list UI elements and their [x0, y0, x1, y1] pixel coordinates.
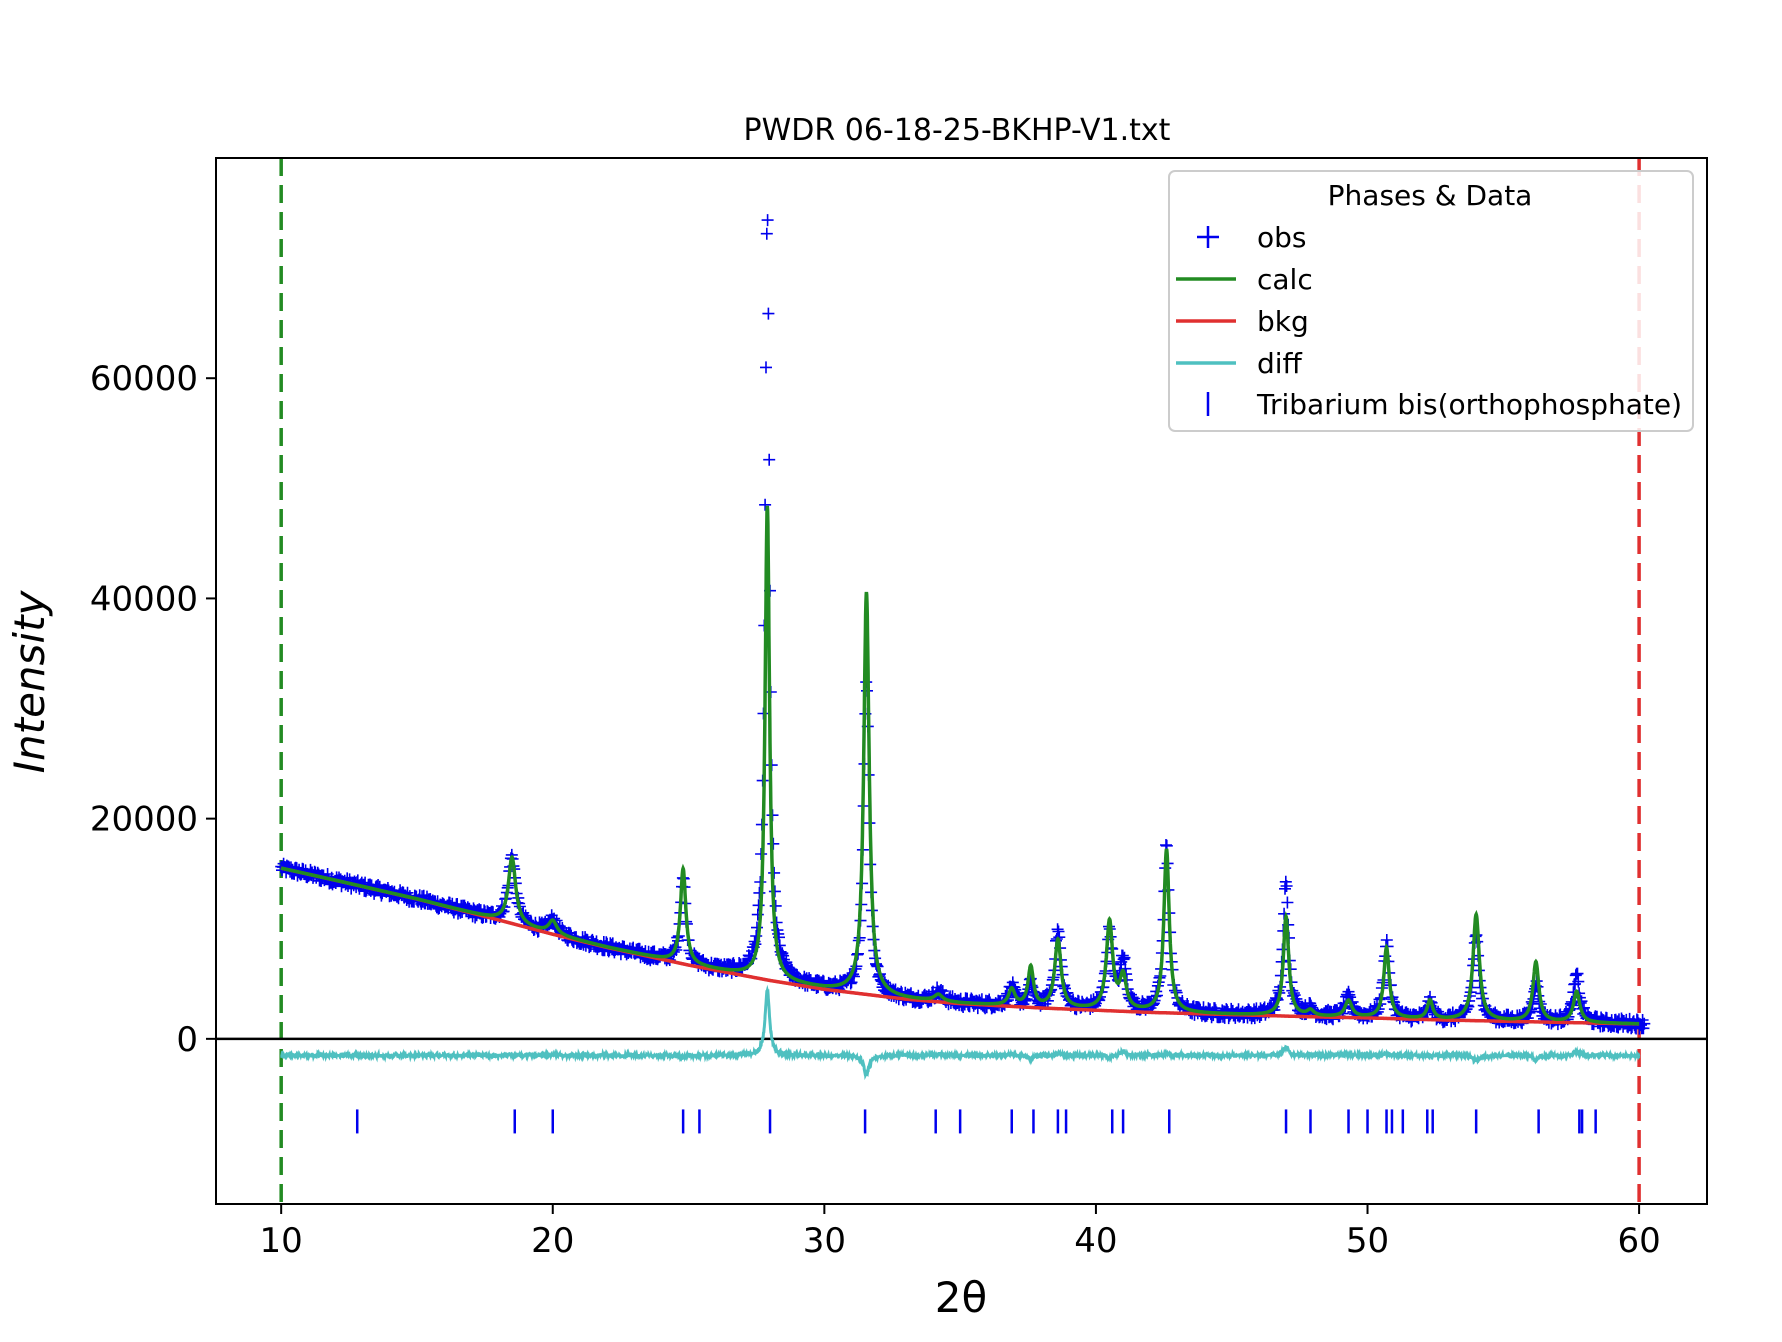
x-tick-label-5: 60	[1617, 1221, 1660, 1261]
legend-title: Phases & Data	[1328, 179, 1533, 212]
series-diff	[279, 984, 1641, 1081]
x-axis: 10 20 30 40 50 60	[260, 1204, 1661, 1261]
plot-content	[216, 158, 1707, 1204]
x-tick-label-0: 10	[260, 1221, 303, 1261]
legend-label-calc: calc	[1257, 263, 1313, 296]
legend-item-diff: diff	[1176, 347, 1303, 380]
y-tick-label-2: 40000	[90, 579, 198, 619]
legend-label-obs: obs	[1257, 221, 1307, 254]
legend-label-bkg: bkg	[1257, 305, 1309, 338]
legend-item-obs: obs	[1197, 221, 1307, 254]
legend-label-phase: Tribarium bis(orthophosphate)	[1256, 388, 1682, 421]
x-tick-label-3: 40	[1074, 1221, 1117, 1261]
legend-item-bkg: bkg	[1176, 305, 1309, 338]
legend: Phases & Data obs calc bkg diff Tribariu…	[1168, 170, 1694, 432]
axes-frame	[215, 157, 1708, 1205]
y-tick-label-3: 60000	[90, 359, 198, 399]
series-phase-ticks	[355, 1109, 1597, 1134]
chart-title: PWDR 06-18-25-BKHP-V1.txt	[744, 113, 1171, 148]
x-tick-label-2: 30	[803, 1221, 846, 1261]
legend-box	[1168, 170, 1694, 432]
y-axis-label: Intensity	[5, 589, 54, 773]
legend-item-phase: Tribarium bis(orthophosphate)	[1206, 388, 1682, 421]
x-tick-label-4: 50	[1346, 1221, 1389, 1261]
y-tick-label-1: 20000	[90, 800, 198, 840]
y-tick-label-0: 0	[176, 1020, 198, 1060]
plot-area	[216, 158, 1707, 1204]
legend-marker-obs	[1197, 226, 1219, 248]
x-tick-label-1: 20	[531, 1221, 574, 1261]
y-axis: 0 20000 40000 60000	[90, 359, 216, 1060]
series-calc	[280, 505, 1640, 1026]
legend-item-calc: calc	[1176, 263, 1313, 296]
x-axis-label: 2θ	[935, 1273, 987, 1322]
legend-label-diff: diff	[1257, 347, 1303, 380]
